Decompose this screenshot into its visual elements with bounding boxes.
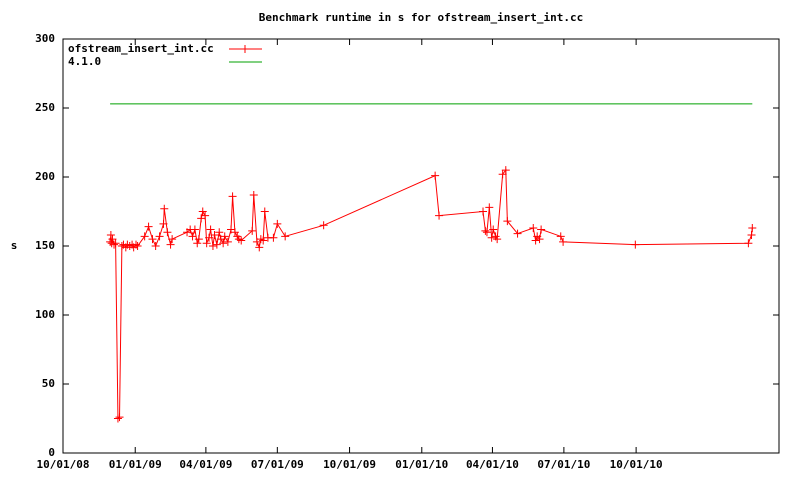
point-marker <box>198 207 207 216</box>
x-tick-label: 01/01/09 <box>109 458 162 471</box>
point-marker <box>556 232 565 241</box>
x-tick-label: 10/01/10 <box>610 458 663 471</box>
y-tick-label: 250 <box>35 101 55 114</box>
legend-marker <box>241 45 249 53</box>
point-marker <box>190 225 199 234</box>
point-marker <box>482 228 491 237</box>
point-marker <box>513 229 522 238</box>
point-marker <box>193 239 202 248</box>
point-marker <box>535 235 544 244</box>
x-tick-label: 10/01/09 <box>323 458 376 471</box>
point-marker <box>155 232 164 241</box>
y-tick-label: 200 <box>35 170 55 183</box>
point-marker <box>205 233 214 242</box>
point-marker <box>206 225 215 234</box>
point-marker <box>319 221 328 230</box>
point-marker <box>259 236 268 245</box>
point-marker <box>559 237 568 246</box>
point-marker <box>501 166 510 175</box>
point-marker <box>215 228 224 237</box>
legend-label: ofstream_insert_int.cc <box>68 42 214 55</box>
chart-title: Benchmark runtime in s for ofstream_inse… <box>259 11 584 24</box>
point-marker <box>212 240 221 249</box>
point-marker <box>529 224 538 233</box>
point-marker <box>166 240 175 249</box>
point-marker <box>281 232 290 241</box>
point-marker <box>140 232 149 241</box>
point-marker <box>489 225 498 234</box>
point-marker <box>148 235 157 244</box>
point-marker <box>144 222 153 231</box>
point-marker <box>160 204 169 213</box>
point-marker <box>108 235 117 244</box>
point-marker <box>228 192 237 201</box>
y-tick-label: 0 <box>48 446 55 459</box>
point-marker <box>255 243 264 252</box>
point-marker <box>115 413 124 422</box>
point-marker <box>269 233 278 242</box>
y-tick-label: 50 <box>42 377 55 390</box>
point-marker <box>110 240 119 249</box>
point-marker <box>132 240 141 249</box>
point-marker <box>106 230 115 239</box>
point-marker <box>220 232 229 241</box>
x-tick-label: 07/01/10 <box>537 458 590 471</box>
point-marker <box>223 237 232 246</box>
legend-label: 4.1.0 <box>68 55 101 68</box>
point-marker <box>230 228 239 237</box>
x-tick-label: 04/01/10 <box>466 458 519 471</box>
point-marker <box>631 240 640 249</box>
point-marker <box>202 239 211 248</box>
point-marker <box>498 170 507 179</box>
y-tick-label: 300 <box>35 32 55 45</box>
point-marker <box>431 171 440 180</box>
point-marker <box>249 190 258 199</box>
point-marker <box>219 239 228 248</box>
point-marker <box>168 235 177 244</box>
point-marker <box>531 236 540 245</box>
point-marker <box>487 233 496 242</box>
x-tick-label: 04/01/09 <box>179 458 232 471</box>
point-marker <box>273 219 282 228</box>
point-marker <box>485 203 494 212</box>
point-marker <box>435 211 444 220</box>
point-marker <box>537 225 546 234</box>
point-marker <box>208 242 217 250</box>
point-marker <box>481 226 490 235</box>
point-marker <box>117 242 126 250</box>
series-line <box>109 168 753 420</box>
point-marker <box>237 236 246 245</box>
x-tick-label: 10/01/08 <box>37 458 90 471</box>
point-marker <box>133 242 142 250</box>
point-marker <box>248 226 257 235</box>
point-marker <box>201 211 210 220</box>
point-marker <box>151 242 160 250</box>
point-marker <box>744 239 753 248</box>
point-marker <box>194 235 203 244</box>
point-marker <box>111 239 120 248</box>
point-marker <box>159 219 168 228</box>
y-tick-label: 100 <box>35 308 55 321</box>
y-axis-label: s <box>11 239 18 252</box>
point-marker <box>493 235 502 244</box>
point-marker <box>479 207 488 216</box>
point-marker <box>188 232 197 241</box>
point-marker <box>113 414 122 423</box>
x-tick-label: 07/01/09 <box>251 458 304 471</box>
point-marker <box>163 228 172 237</box>
point-marker <box>503 217 512 226</box>
point-marker <box>748 224 757 233</box>
point-marker <box>260 207 269 216</box>
point-marker <box>747 230 756 239</box>
y-tick-label: 150 <box>35 239 55 252</box>
point-marker <box>210 230 219 239</box>
x-tick-label: 01/01/10 <box>395 458 448 471</box>
